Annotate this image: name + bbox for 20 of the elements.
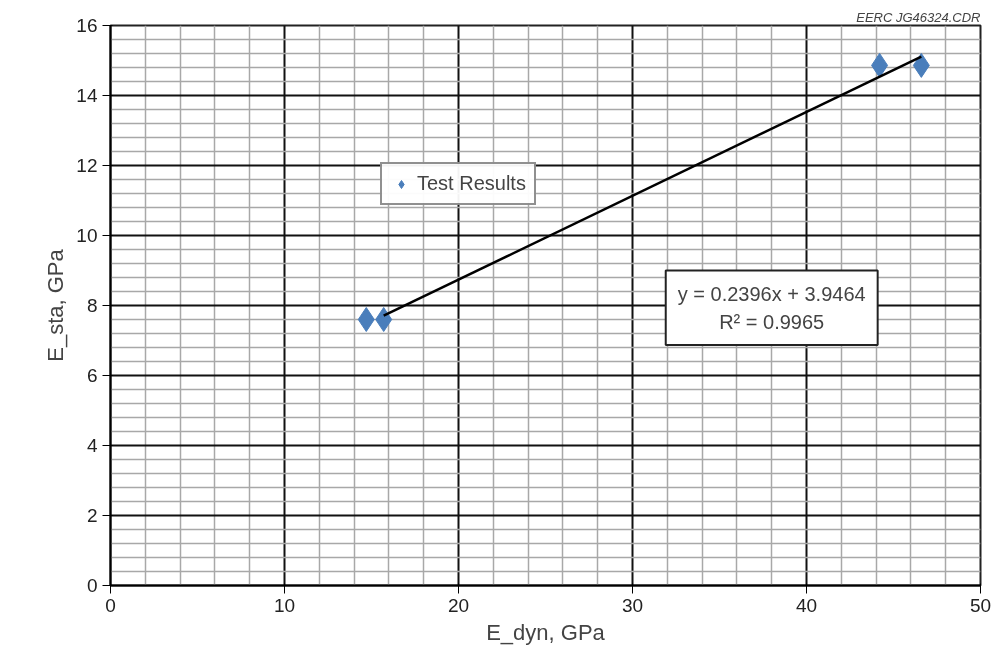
y-tick-label: 16 [76,15,98,36]
x-axis-title: E_dyn, GPa [486,619,606,645]
x-tick-label: 40 [795,594,818,616]
annotation: y = 0.2396x + 3.9464 R² = 0.9965 [677,282,866,334]
x-tick-label: 30 [621,594,644,616]
y-tick-label: 14 [76,85,98,106]
text: EERC JG46324.CDR [856,9,981,25]
y-tick-label: 2 [86,505,98,526]
x-tick-label: 0 [105,594,116,616]
x-tick-label: 50 [969,594,992,616]
y-tick-label: 0 [86,575,98,596]
y-tick-label: 12 [76,155,98,176]
y-tick-label: 8 [86,295,98,316]
y-axis-title: E_sta, GPa [43,248,69,362]
y-tick-label: 10 [76,225,98,246]
y-tick-label: 4 [86,435,98,456]
y-tick-label: 6 [86,365,98,386]
x-tick-label: 20 [447,594,470,616]
x-tick-label: 10 [273,594,296,616]
legend-label: Test Results [417,172,526,195]
